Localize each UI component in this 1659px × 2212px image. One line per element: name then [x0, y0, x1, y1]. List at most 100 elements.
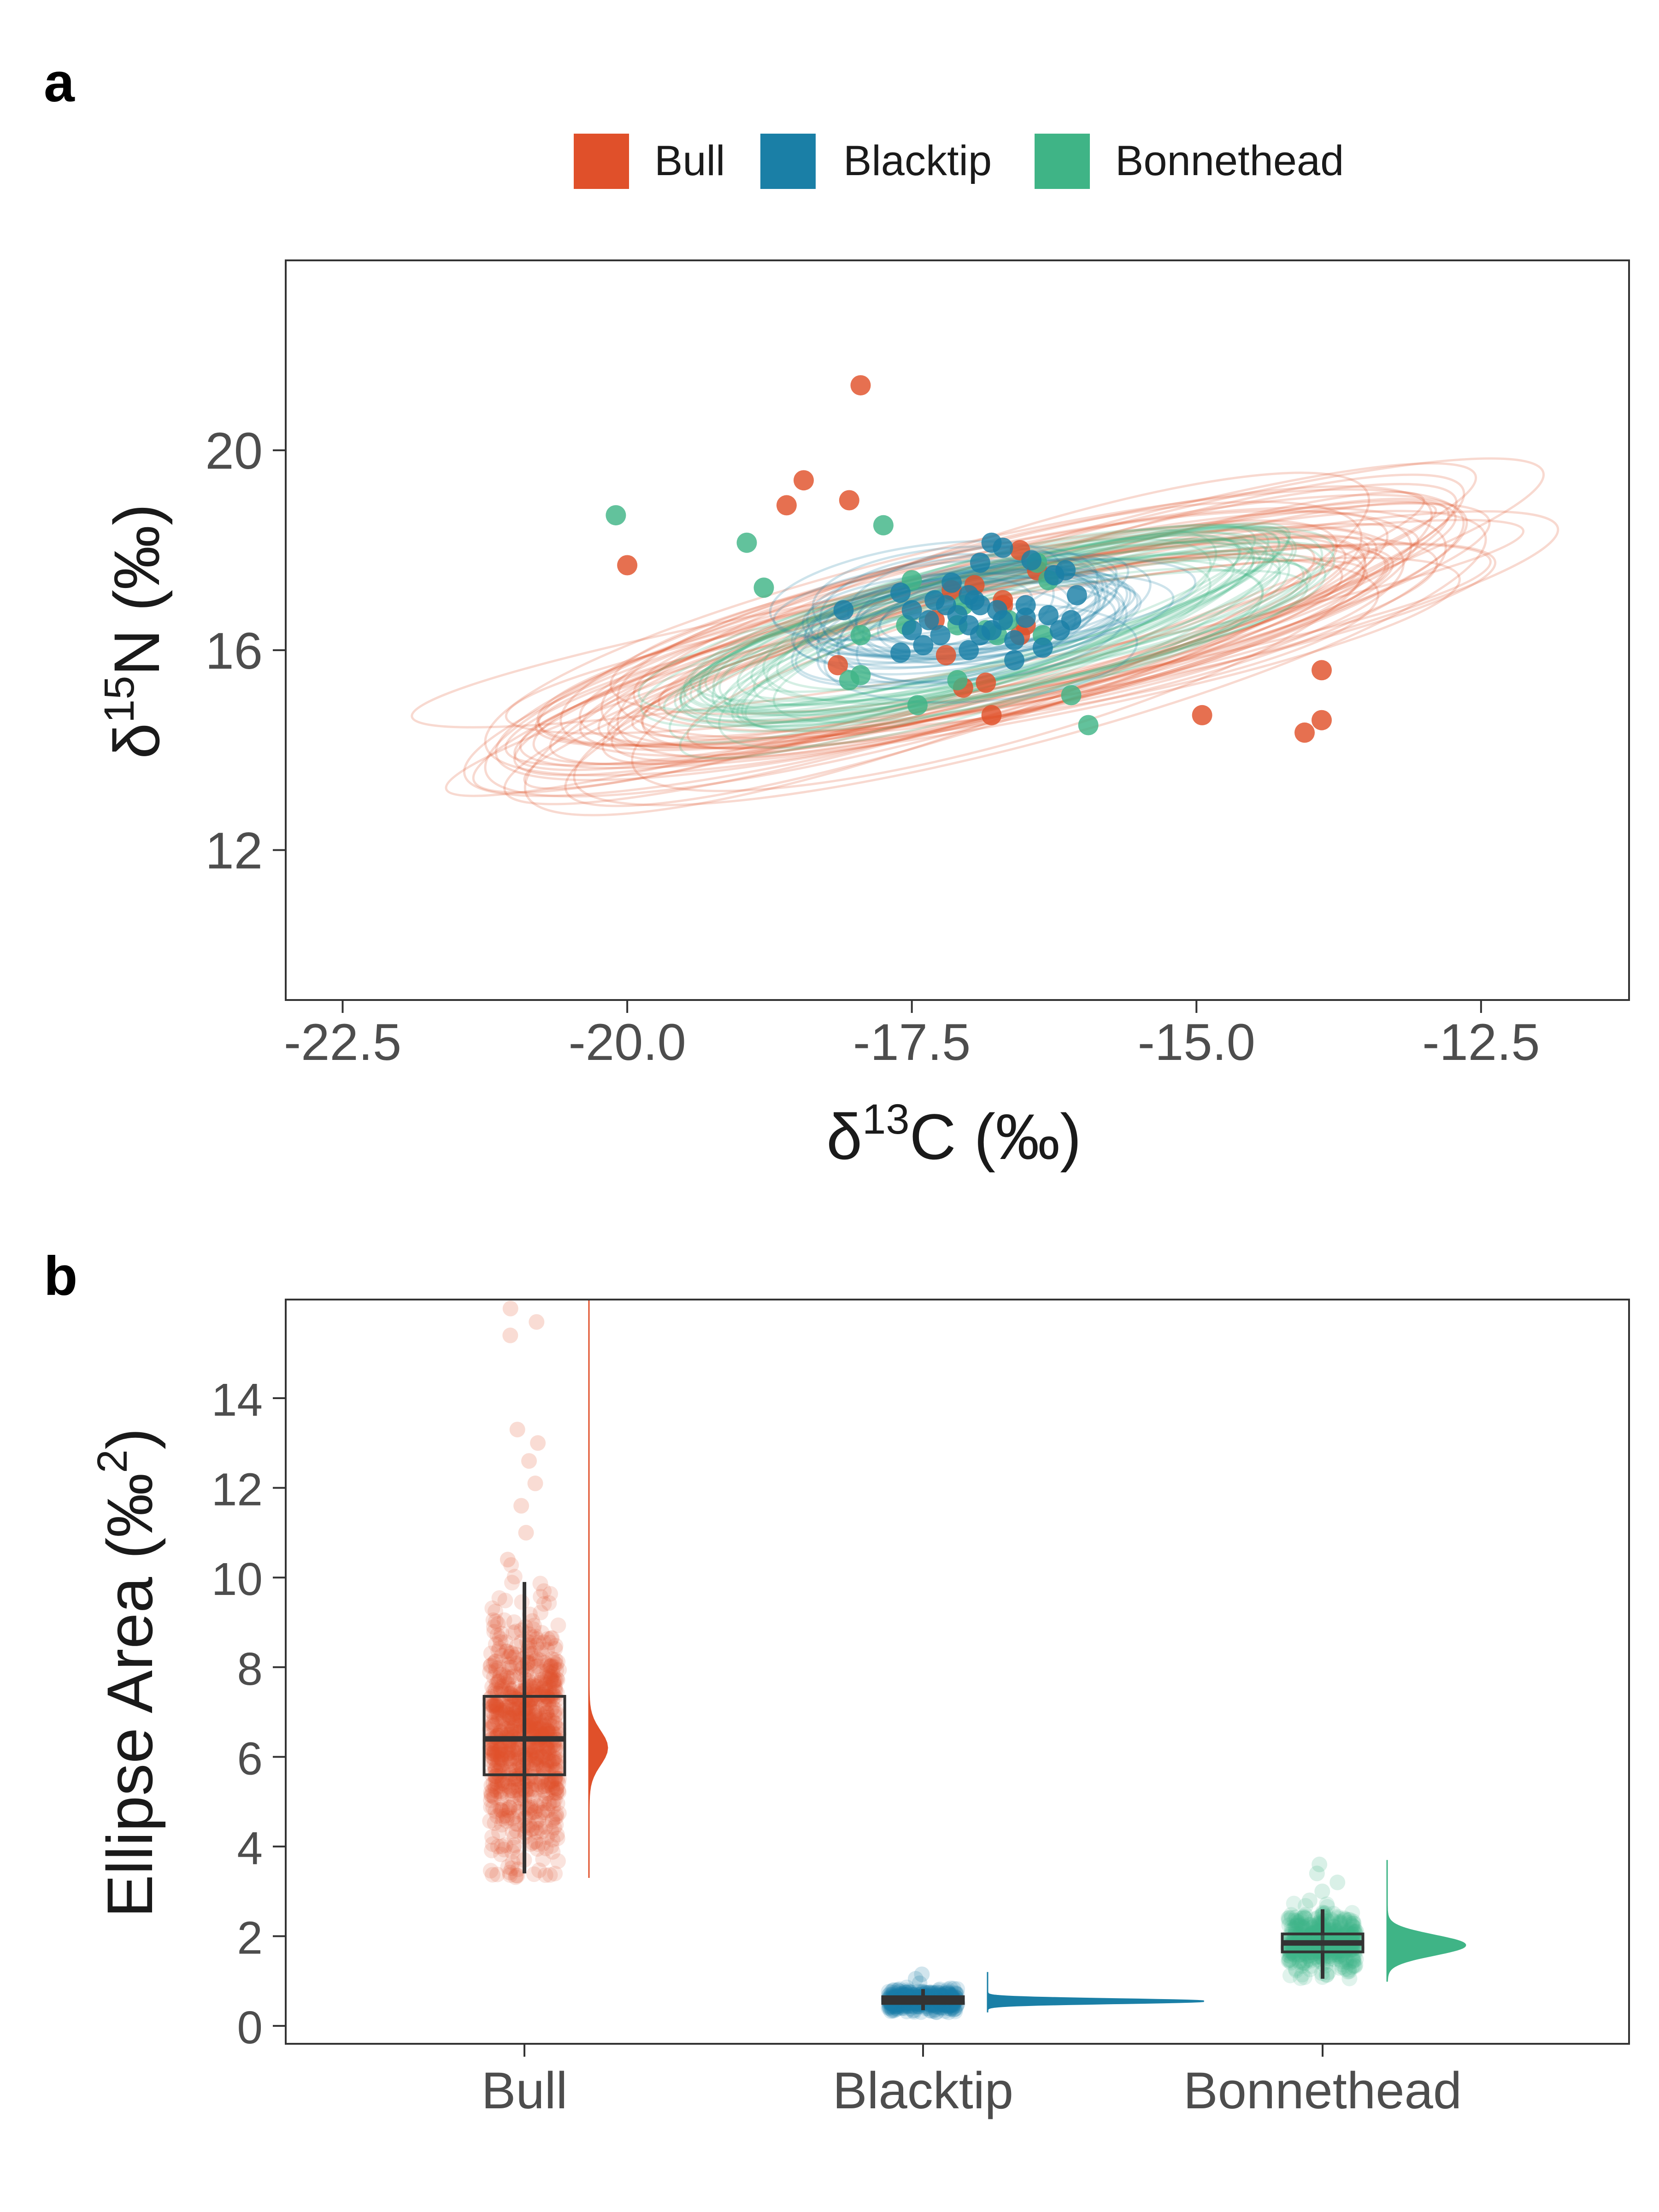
draw-point-bull	[539, 1757, 554, 1773]
draw-point-blacktip	[925, 2003, 941, 2019]
ellipse-bull	[524, 471, 1371, 817]
draw-point-bull	[533, 1588, 549, 1605]
outlier-point-bonnethead	[1312, 1856, 1328, 1872]
draw-point-bonnethead	[1295, 1920, 1311, 1936]
category-axis: Bull Blacktip Bonnethead	[482, 2044, 1462, 2119]
draw-point-bull	[550, 1617, 566, 1633]
draw-point-bull	[507, 1744, 523, 1760]
draw-point-bull	[488, 1760, 504, 1776]
draw-point-bull	[544, 1630, 560, 1646]
draw-point-blacktip	[883, 2003, 899, 2019]
draw-point-bull	[508, 1761, 524, 1777]
draw-point-bull	[547, 1810, 563, 1826]
draw-point-bull	[525, 1755, 541, 1771]
draw-point-bull	[483, 1799, 499, 1815]
point-blacktip	[941, 572, 962, 593]
draw-point-bull	[536, 1760, 552, 1777]
draw-point-bull	[510, 1746, 526, 1761]
draw-point-bull	[548, 1702, 564, 1718]
draw-point-bonnethead	[1295, 1954, 1311, 1971]
draw-point-blacktip	[943, 2001, 959, 2017]
draw-point-bull	[487, 1779, 503, 1795]
draw-point-bull	[539, 1706, 555, 1722]
draw-point-bonnethead	[1341, 1962, 1357, 1978]
draw-point-bull	[543, 1671, 559, 1687]
draw-point-bull	[487, 1743, 503, 1759]
draw-point-bull	[493, 1724, 509, 1740]
value-axis-title-sup: 2	[89, 1449, 136, 1473]
draw-point-bull	[492, 1741, 508, 1757]
draw-point-blacktip	[899, 2003, 915, 2019]
value-tick-label: 8	[237, 1643, 263, 1695]
draw-point-bull	[534, 1824, 550, 1839]
ellipse-bull	[601, 482, 1458, 765]
draw-point-bull	[535, 1717, 552, 1733]
draw-point-bonnethead	[1346, 1915, 1362, 1931]
draw-point-bonnethead	[1305, 1920, 1320, 1936]
draw-point-bull	[533, 1793, 549, 1809]
draw-point-bull	[491, 1641, 507, 1656]
draw-point-bull	[504, 1741, 520, 1758]
draw-point-bull	[548, 1809, 565, 1825]
point-bonnethead	[839, 670, 859, 690]
draw-point-bull	[499, 1810, 515, 1826]
draw-point-bull	[482, 1740, 498, 1756]
draw-point-bull	[489, 1702, 505, 1718]
draw-point-bull	[541, 1773, 557, 1789]
draw-point-bull	[534, 1779, 550, 1795]
draw-point-bonnethead	[1342, 1928, 1358, 1944]
distribution-group	[482, 1300, 1466, 2020]
draw-point-bonnethead	[1282, 1967, 1298, 1983]
draw-point-bull	[494, 1778, 510, 1794]
draw-point-bull	[534, 1681, 550, 1696]
draw-point-bonnethead	[1344, 1905, 1360, 1921]
draw-point-bull	[488, 1676, 505, 1692]
draw-point-bonnethead	[1344, 1918, 1360, 1934]
draw-point-bull	[536, 1596, 552, 1612]
draw-point-bull	[490, 1705, 506, 1721]
draw-point-bull	[551, 1805, 567, 1821]
draw-point-bonnethead	[1286, 1946, 1302, 1962]
draw-point-bull	[540, 1785, 556, 1801]
draw-point-bull	[484, 1718, 500, 1735]
point-blacktip	[1061, 610, 1082, 630]
draw-point-bonnethead	[1294, 1917, 1310, 1932]
draw-point-bull	[496, 1673, 512, 1689]
draw-point-bull	[502, 1707, 518, 1724]
draw-point-bull	[524, 1761, 540, 1777]
draw-point-bull	[488, 1653, 504, 1669]
draw-point-bull	[537, 1670, 553, 1686]
draw-point-bull	[526, 1804, 542, 1820]
draw-point-bonnethead	[1289, 1917, 1306, 1933]
draw-point-blacktip	[923, 2003, 939, 2019]
draw-point-bull	[535, 1851, 551, 1867]
draw-point-bull	[494, 1647, 510, 1664]
draw-point-bull	[543, 1657, 559, 1673]
draw-point-bonnethead	[1343, 1917, 1359, 1933]
draw-point-bull	[532, 1820, 548, 1836]
draw-point-blacktip	[932, 1981, 948, 1997]
ellipse-bull	[472, 462, 1477, 794]
draw-point-blacktip	[922, 2002, 938, 2018]
ellipse-bull	[607, 546, 1389, 749]
draw-point-bonnethead	[1337, 1949, 1353, 1965]
draw-point-bull	[505, 1681, 521, 1697]
draw-point-bull	[509, 1655, 525, 1671]
draw-point-bull	[536, 1583, 552, 1599]
draw-point-bull	[547, 1652, 564, 1668]
draw-point-bull	[528, 1674, 544, 1690]
draw-point-bull	[528, 1659, 544, 1675]
point-bonnethead	[947, 670, 968, 690]
draw-point-bull	[483, 1784, 499, 1800]
ellipse-bull	[484, 485, 1433, 798]
draw-point-bull	[498, 1634, 514, 1650]
ellipse-bull	[559, 509, 1412, 757]
draw-point-bull	[499, 1669, 515, 1685]
draw-point-bull	[488, 1636, 504, 1652]
draw-point-bull	[542, 1635, 558, 1651]
y-axis-title: δ15N (‰)	[96, 504, 173, 759]
draw-point-bull	[485, 1715, 501, 1731]
draw-point-bonnethead	[1306, 1946, 1322, 1962]
value-tick-label: 4	[237, 1823, 263, 1874]
